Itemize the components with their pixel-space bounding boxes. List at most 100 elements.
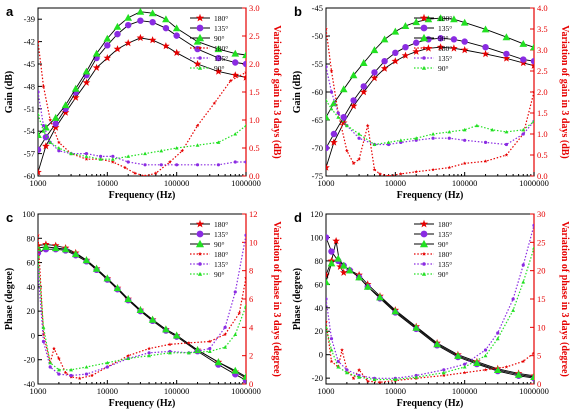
data-point [98, 157, 103, 161]
data-point [351, 376, 356, 380]
y-right-tick-label: 3.0 [249, 3, 260, 13]
data-point [461, 38, 468, 45]
data-point [173, 32, 180, 39]
y-left-tick-label: -45 [24, 59, 35, 69]
x-tick-label: 1000000 [519, 386, 549, 396]
data-point [329, 348, 334, 352]
data-point [52, 120, 59, 127]
data-point [82, 78, 91, 86]
data-point [63, 370, 68, 375]
data-point [207, 339, 212, 344]
y-right-tick-label: 2 [249, 351, 253, 361]
x-tick-label: 100000 [164, 386, 190, 396]
y-left-tick-label: -40 [24, 379, 35, 389]
x-tick-label: 100000 [452, 386, 478, 396]
data-point [504, 142, 509, 147]
y-left-tick-label: 80 [315, 256, 324, 266]
y-left-tick-label: -39 [24, 14, 35, 24]
plot-area [326, 14, 534, 176]
data-point [38, 146, 42, 154]
data-point [38, 233, 40, 237]
data-point [84, 154, 89, 158]
data-point [162, 24, 170, 32]
data-point [357, 157, 361, 161]
series-dotted-line [326, 321, 534, 383]
series-line [326, 46, 534, 168]
legend-marker [421, 65, 427, 70]
data-point [414, 169, 419, 174]
data-point [357, 132, 362, 136]
y-left-tick-label: -75 [312, 171, 323, 181]
data-point [378, 380, 382, 384]
series-dotted-line [326, 225, 534, 379]
y-right-tick-label: 2.0 [249, 59, 260, 69]
data-point [398, 138, 403, 142]
data-point [105, 365, 109, 369]
legend: 180°135°90°180°135°90° [414, 219, 452, 279]
data-point [391, 27, 400, 35]
legend-marker [419, 239, 429, 248]
panel-label: a [6, 4, 14, 19]
data-point [349, 102, 358, 110]
data-point [521, 280, 526, 284]
y-left-tick-label: 0 [319, 350, 323, 360]
data-point [214, 358, 223, 366]
data-point [514, 370, 523, 378]
data-point [372, 142, 377, 147]
y-right-tick-label: 1.0 [537, 129, 548, 139]
y-left-tick-label: 60 [315, 279, 324, 289]
y-right-tick-label: 1.5 [537, 108, 548, 118]
data-point [38, 39, 40, 44]
data-point [437, 35, 444, 42]
legend-label: 90° [214, 240, 225, 249]
data-point [208, 346, 212, 351]
data-point [180, 148, 185, 153]
data-point [223, 325, 227, 329]
data-point [42, 133, 50, 141]
data-point [105, 360, 110, 365]
y-right-tick-label: 2.5 [249, 31, 260, 41]
data-point [365, 379, 370, 383]
data-point [103, 54, 112, 62]
data-point [363, 282, 372, 290]
data-point [48, 360, 53, 365]
series-dotted-line [38, 41, 246, 176]
legend-marker [195, 33, 205, 42]
y-left-axis-label: Gain (dB) [4, 71, 15, 114]
data-point [195, 143, 200, 147]
legend: 180°135°90°180°135°90° [190, 13, 228, 73]
data-point [481, 25, 490, 33]
y-right-tick-label: 0.0 [249, 171, 260, 181]
data-point [233, 332, 238, 336]
data-point [149, 18, 156, 26]
data-point [330, 99, 338, 107]
data-point [412, 47, 420, 55]
y-left-tick-label: -20 [24, 355, 35, 365]
data-point [402, 44, 409, 51]
data-point [357, 375, 362, 379]
series-2 [326, 254, 534, 381]
series-dotted-line [38, 91, 246, 166]
data-point [38, 249, 42, 257]
data-point [360, 83, 367, 90]
series-5 [326, 98, 534, 147]
data-point [57, 140, 61, 144]
y-right-tick-label: 0.0 [537, 171, 548, 181]
data-point [233, 290, 237, 294]
series-4 [326, 223, 534, 380]
legend-marker [420, 13, 428, 22]
data-point [90, 373, 94, 378]
data-point [503, 50, 510, 58]
data-point [84, 152, 89, 156]
series-1 [326, 35, 534, 152]
data-point [336, 111, 340, 115]
legend-label: 135° [214, 260, 228, 269]
legend: 180°135°90°180°135°90° [190, 219, 228, 279]
legend-marker [421, 45, 427, 50]
data-point [414, 136, 419, 140]
data-point [450, 36, 458, 43]
data-point [436, 43, 445, 51]
legend-label: 135° [438, 230, 452, 239]
x-tick-label: 1000 [318, 178, 335, 188]
